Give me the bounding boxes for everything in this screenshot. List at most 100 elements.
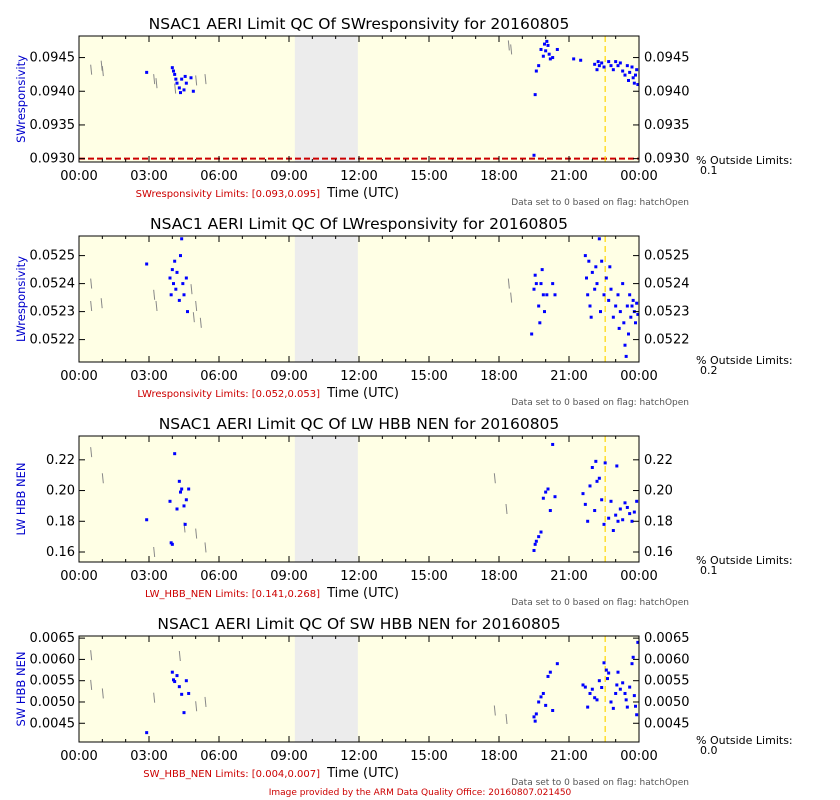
x-tick-label: 12:00	[340, 369, 377, 384]
grey-data-segment	[90, 650, 93, 661]
data-point	[548, 57, 552, 61]
data-point	[583, 685, 587, 689]
grey-data-segment	[101, 65, 104, 77]
panel-4: NSAC1 AERI Limit QC Of SW HBB NEN for 20…	[14, 615, 793, 788]
data-point	[595, 68, 599, 72]
grey-data-segment	[510, 44, 513, 55]
data-point	[184, 81, 188, 85]
grey-data-segment	[505, 503, 508, 515]
data-gap-band	[294, 436, 358, 562]
x-tick-label: 06:00	[200, 569, 237, 584]
data-point	[635, 68, 639, 72]
data-point	[174, 77, 178, 81]
data-point	[625, 304, 629, 308]
data-point	[169, 541, 173, 545]
grey-data-segment	[90, 679, 93, 691]
panel-3: NSAC1 AERI Limit QC Of LW HBB NEN for 20…	[14, 415, 793, 608]
grey-data-segment	[190, 284, 193, 295]
data-point	[588, 484, 592, 488]
data-point	[602, 522, 606, 526]
y-tick-label-right: 0.0522	[644, 333, 690, 348]
grey-data-segment	[204, 542, 207, 553]
data-point	[579, 58, 583, 62]
data-point	[614, 513, 618, 517]
x-tick-label: 18:00	[480, 749, 517, 764]
pct-outside-label: % Outside Limits:	[696, 354, 793, 367]
data-point	[636, 312, 640, 316]
grey-data-segment	[174, 83, 177, 94]
x-tick-label: 21:00	[550, 369, 587, 384]
x-tick-label: 00:00	[620, 749, 657, 764]
grey-data-segment	[195, 75, 198, 86]
data-point	[606, 677, 609, 681]
data-point	[551, 282, 555, 286]
plot-area	[79, 36, 639, 162]
pct-outside-label: % Outside Limits:	[696, 154, 793, 167]
data-point	[614, 691, 618, 695]
plot-area	[79, 236, 639, 362]
limits-text: SWresponsivity Limits: [0.093,0.095]	[136, 189, 320, 200]
y-tick-label-right: 0.0055	[644, 674, 690, 689]
y-tick-label-right: 0.18	[644, 514, 673, 529]
data-point	[541, 691, 545, 695]
data-point	[631, 76, 635, 80]
data-point	[182, 293, 186, 297]
grey-data-segment	[100, 298, 103, 309]
data-point	[635, 499, 639, 503]
data-point	[597, 237, 601, 241]
grey-data-segment	[178, 650, 181, 662]
data-point	[630, 304, 634, 308]
data-point	[634, 704, 637, 708]
y-tick-label-left: 0.0940	[30, 84, 76, 99]
x-tick-label: 12:00	[340, 169, 377, 184]
data-point	[184, 498, 188, 502]
data-point	[611, 706, 615, 710]
data-point	[187, 487, 191, 491]
panel-2: NSAC1 AERI Limit QC Of LWresponsivity fo…	[14, 215, 793, 408]
data-point	[544, 703, 548, 707]
data-point	[581, 492, 585, 496]
data-point	[182, 88, 186, 92]
data-point	[587, 259, 591, 263]
data-point	[543, 310, 546, 314]
x-tick-label: 09:00	[270, 369, 307, 384]
y-tick-label-left: 0.0060	[30, 652, 76, 667]
x-tick-label: 03:00	[130, 169, 167, 184]
y-tick-label-left: 0.0525	[30, 249, 76, 264]
data-point	[537, 535, 541, 539]
data-point	[616, 519, 620, 523]
data-point	[614, 60, 618, 64]
data-point	[630, 519, 634, 523]
data-point	[632, 510, 636, 514]
y-tick-label-right: 0.0945	[644, 51, 690, 66]
chart-title: NSAC1 AERI Limit QC Of LW HBB NEN for 20…	[159, 415, 560, 433]
data-point	[538, 321, 542, 325]
data-point	[534, 712, 538, 716]
data-point	[602, 65, 606, 69]
data-point	[553, 495, 557, 499]
data-point	[145, 731, 149, 735]
x-tick-label: 12:00	[340, 749, 377, 764]
y-tick-label-right: 0.20	[644, 484, 673, 499]
data-point	[179, 490, 182, 494]
data-point	[593, 696, 597, 700]
data-point	[585, 276, 588, 280]
data-point	[604, 276, 608, 280]
data-point	[586, 519, 590, 523]
flag-note: Data set to 0 based on flag: hatchOpen	[511, 198, 689, 208]
data-point	[632, 81, 636, 85]
y-tick-label-left: 0.16	[46, 545, 75, 560]
data-point	[614, 304, 618, 308]
data-point	[627, 78, 630, 82]
data-point	[590, 466, 594, 469]
data-gap-band	[294, 236, 358, 362]
pct-outside-value: 0.2	[700, 364, 718, 377]
data-point	[546, 674, 550, 678]
data-gap-band	[294, 636, 358, 742]
footer-credit: Image provided by the ARM Data Quality O…	[269, 788, 572, 798]
data-point	[145, 262, 149, 266]
data-point	[617, 326, 621, 330]
y-axis-label: LWresponsivity	[14, 256, 28, 342]
data-point	[168, 499, 172, 503]
